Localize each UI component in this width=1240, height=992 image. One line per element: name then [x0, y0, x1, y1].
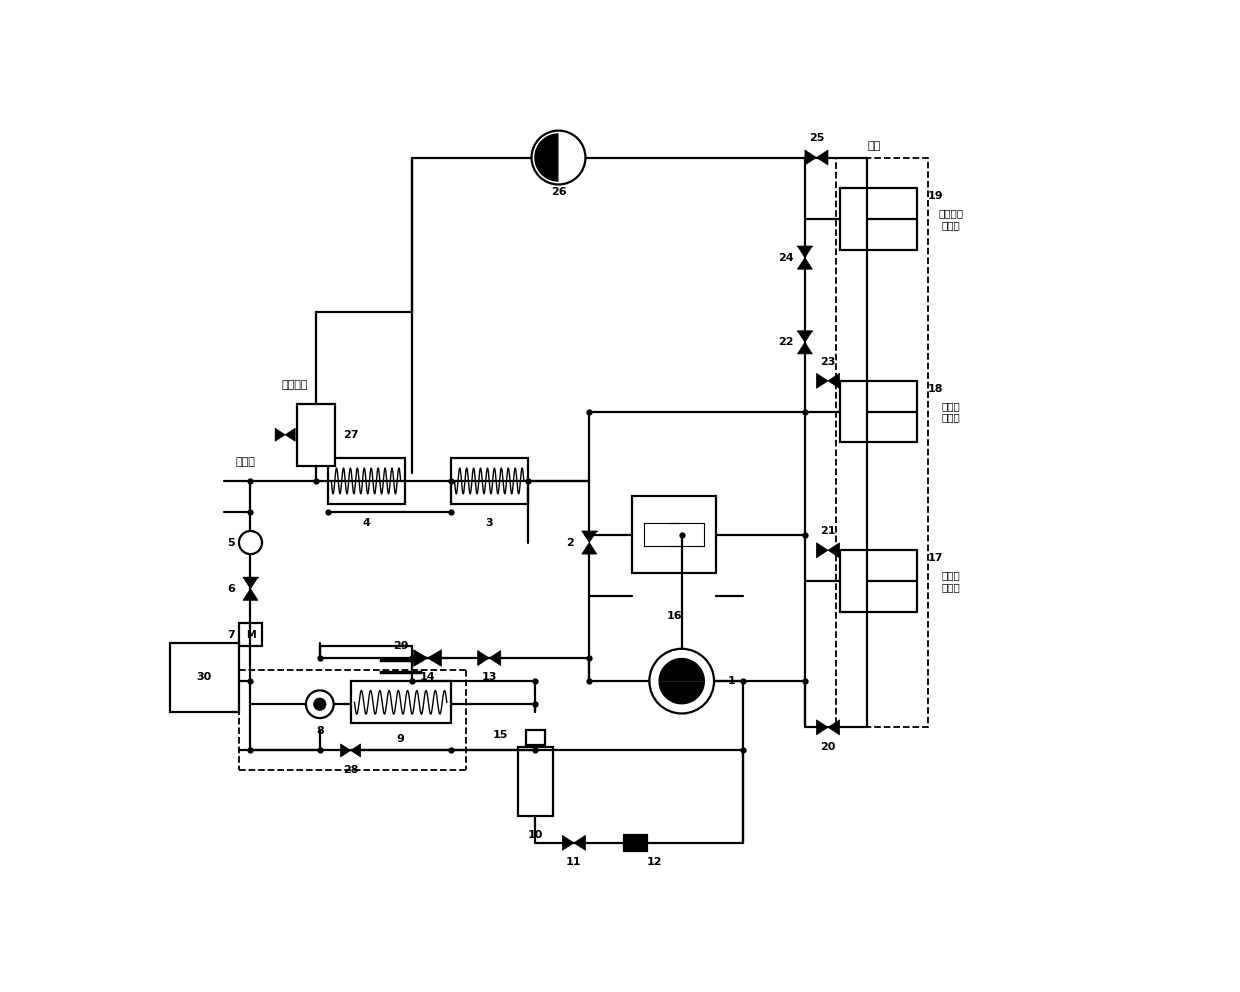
- Text: 28: 28: [342, 765, 358, 775]
- Polygon shape: [658, 658, 706, 682]
- Text: 1: 1: [728, 677, 735, 686]
- Text: 次低温采
暖末端: 次低温采 暖末端: [939, 208, 963, 230]
- Polygon shape: [797, 258, 812, 269]
- Text: 4: 4: [362, 518, 370, 529]
- Polygon shape: [805, 150, 816, 165]
- Circle shape: [650, 649, 714, 713]
- Text: 自来水: 自来水: [236, 456, 255, 466]
- Polygon shape: [582, 543, 596, 555]
- Text: 21: 21: [820, 526, 836, 536]
- Bar: [351, 682, 450, 723]
- Polygon shape: [563, 835, 574, 850]
- Text: 室内: 室内: [868, 141, 880, 151]
- Polygon shape: [534, 133, 558, 182]
- Circle shape: [306, 690, 334, 718]
- Text: 9: 9: [397, 734, 404, 744]
- Polygon shape: [816, 543, 828, 558]
- Bar: [624, 835, 647, 850]
- Polygon shape: [414, 650, 428, 667]
- Text: 10: 10: [528, 830, 543, 840]
- Bar: [836, 158, 928, 727]
- Bar: [518, 747, 553, 815]
- Text: 27: 27: [342, 430, 358, 439]
- Circle shape: [532, 131, 585, 185]
- Text: 17: 17: [928, 553, 944, 562]
- Text: 高温采
暖末端: 高温采 暖末端: [942, 570, 961, 592]
- Bar: [450, 458, 528, 504]
- Polygon shape: [658, 682, 706, 704]
- Text: 30: 30: [197, 673, 212, 682]
- Bar: [170, 643, 239, 712]
- Bar: [296, 404, 335, 465]
- Circle shape: [314, 698, 326, 710]
- Polygon shape: [797, 246, 812, 258]
- Text: M: M: [246, 630, 255, 640]
- Text: 8: 8: [316, 726, 324, 736]
- Polygon shape: [285, 429, 295, 441]
- Polygon shape: [797, 342, 812, 354]
- Text: 13: 13: [481, 673, 497, 682]
- Text: 25: 25: [808, 133, 825, 143]
- Bar: [839, 381, 916, 442]
- Text: 24: 24: [777, 253, 794, 263]
- Polygon shape: [243, 588, 258, 600]
- Bar: [327, 458, 404, 504]
- Bar: [839, 551, 916, 612]
- Text: 16: 16: [666, 611, 682, 621]
- Polygon shape: [582, 531, 596, 543]
- Text: 12: 12: [647, 857, 662, 867]
- Text: 19: 19: [928, 191, 944, 201]
- Polygon shape: [828, 543, 839, 558]
- Polygon shape: [816, 150, 828, 165]
- Polygon shape: [828, 373, 839, 388]
- Polygon shape: [275, 429, 285, 441]
- Text: 低温采
暖末端: 低温采 暖末端: [942, 401, 961, 423]
- Polygon shape: [477, 651, 490, 666]
- Polygon shape: [428, 650, 441, 667]
- Text: 29: 29: [393, 642, 408, 652]
- Polygon shape: [351, 744, 361, 757]
- Polygon shape: [816, 720, 828, 735]
- Text: 23: 23: [821, 356, 836, 367]
- Bar: [526, 730, 544, 745]
- Text: 22: 22: [777, 337, 794, 347]
- Polygon shape: [816, 373, 828, 388]
- Text: 14: 14: [420, 673, 435, 682]
- Bar: [839, 188, 916, 250]
- Text: 3: 3: [485, 518, 494, 529]
- Text: 20: 20: [821, 742, 836, 752]
- Circle shape: [239, 531, 262, 555]
- Polygon shape: [341, 744, 351, 757]
- Polygon shape: [490, 651, 501, 666]
- Text: 5: 5: [227, 538, 236, 548]
- Polygon shape: [828, 720, 839, 735]
- Text: 2: 2: [567, 538, 574, 548]
- Polygon shape: [574, 835, 585, 850]
- Bar: [239, 623, 262, 647]
- Text: 26: 26: [551, 187, 567, 197]
- Bar: [631, 496, 717, 573]
- Text: 18: 18: [928, 384, 944, 394]
- Polygon shape: [243, 577, 258, 588]
- Text: 卫生热水: 卫生热水: [281, 380, 308, 390]
- Text: 6: 6: [227, 583, 236, 594]
- Text: 7: 7: [227, 630, 236, 640]
- Polygon shape: [797, 330, 812, 342]
- Text: 15: 15: [494, 730, 508, 740]
- Text: 11: 11: [567, 857, 582, 867]
